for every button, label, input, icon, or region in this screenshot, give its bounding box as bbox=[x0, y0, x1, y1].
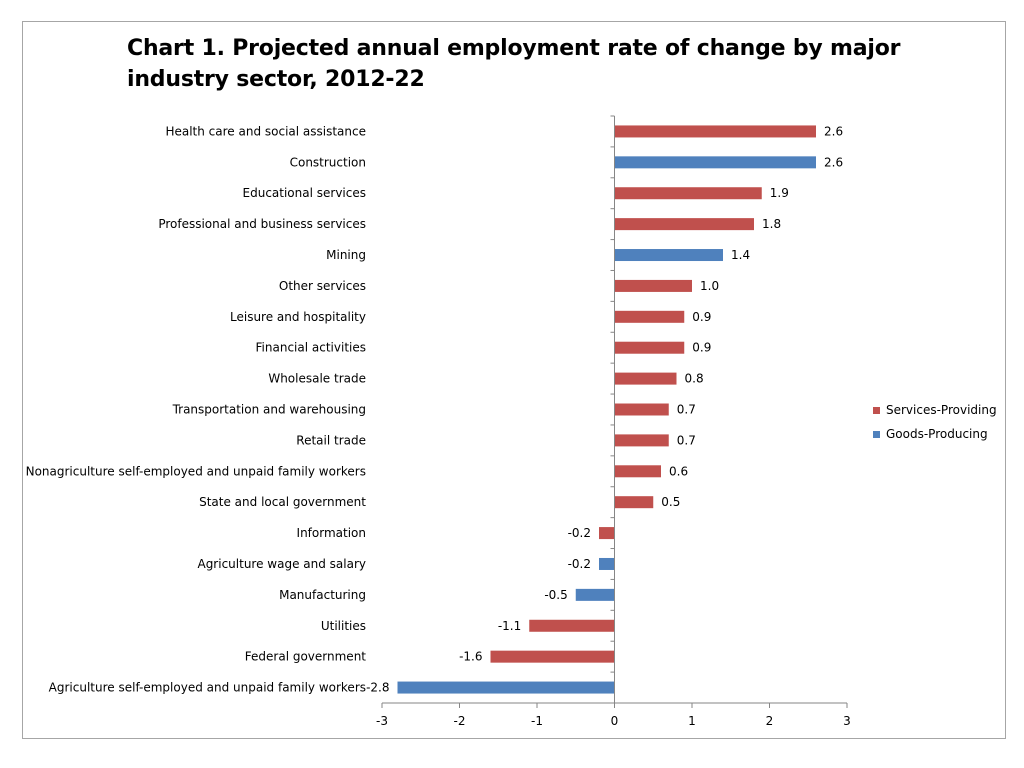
category-label: Health care and social assistance bbox=[165, 124, 366, 138]
category-label: Construction bbox=[290, 155, 366, 169]
data-label: 0.9 bbox=[692, 341, 711, 355]
chart-legend: Services-Providing Goods-Producing bbox=[873, 398, 997, 446]
data-label: 2.6 bbox=[824, 124, 843, 138]
data-label: 0.7 bbox=[677, 403, 696, 417]
category-label: Professional and business services bbox=[158, 217, 366, 231]
legend-swatch-services bbox=[873, 406, 880, 414]
bar bbox=[614, 434, 669, 447]
bar bbox=[614, 218, 754, 231]
x-tick-label: 0 bbox=[611, 714, 619, 728]
data-label: 0.9 bbox=[692, 310, 711, 324]
x-tick-label: -1 bbox=[531, 714, 543, 728]
legend-item-goods: Goods-Producing bbox=[873, 422, 997, 446]
data-label: -2.8 bbox=[366, 681, 389, 695]
x-tick-label: -3 bbox=[376, 714, 388, 728]
data-label: 1.9 bbox=[770, 186, 789, 200]
bar bbox=[614, 156, 816, 169]
data-label: 2.6 bbox=[824, 155, 843, 169]
category-label: State and local government bbox=[199, 495, 366, 509]
x-tick-label: 1 bbox=[688, 714, 696, 728]
data-label: 1.4 bbox=[731, 248, 750, 262]
category-label: Financial activities bbox=[256, 341, 366, 355]
data-label: 0.7 bbox=[677, 433, 696, 447]
x-tick-label: 2 bbox=[766, 714, 774, 728]
legend-label-goods: Goods-Producing bbox=[886, 427, 988, 441]
bar bbox=[614, 125, 816, 138]
data-label: 1.0 bbox=[700, 279, 719, 293]
bar bbox=[614, 465, 661, 478]
bar bbox=[614, 372, 677, 385]
bar bbox=[397, 681, 615, 694]
data-label: 0.6 bbox=[669, 464, 688, 478]
category-label: Retail trade bbox=[296, 433, 366, 447]
bar bbox=[614, 249, 723, 262]
data-label: 0.5 bbox=[661, 495, 680, 509]
bar bbox=[529, 619, 615, 632]
category-label: Agriculture wage and salary bbox=[197, 557, 366, 571]
category-label: Federal government bbox=[245, 650, 367, 664]
category-label: Leisure and hospitality bbox=[230, 310, 366, 324]
legend-swatch-goods bbox=[873, 430, 880, 438]
category-label: Mining bbox=[326, 248, 366, 262]
chart-title: Chart 1. Projected annual employment rat… bbox=[127, 36, 901, 92]
bar bbox=[490, 650, 615, 663]
bar bbox=[599, 527, 615, 540]
category-label: Utilities bbox=[321, 619, 366, 633]
bar bbox=[614, 279, 692, 292]
data-label: 1.8 bbox=[762, 217, 781, 231]
category-label: Nonagriculture self-employed and unpaid … bbox=[26, 464, 366, 478]
bar bbox=[575, 588, 615, 601]
bar bbox=[614, 496, 654, 509]
bar bbox=[614, 403, 669, 416]
category-label: Wholesale trade bbox=[268, 372, 366, 386]
bar bbox=[599, 557, 615, 570]
x-tick-label: 3 bbox=[843, 714, 851, 728]
category-label: Agriculture self-employed and unpaid fam… bbox=[49, 681, 366, 695]
category-label: Transportation and warehousing bbox=[172, 403, 366, 417]
chart-frame bbox=[22, 21, 1006, 739]
bar bbox=[614, 187, 762, 200]
data-label: 0.8 bbox=[685, 372, 704, 386]
data-label: -0.2 bbox=[568, 526, 591, 540]
legend-label-services: Services-Providing bbox=[886, 403, 997, 417]
data-label: -0.5 bbox=[544, 588, 567, 602]
x-tick-label: -2 bbox=[454, 714, 466, 728]
data-label: -1.1 bbox=[498, 619, 521, 633]
data-label: -1.6 bbox=[459, 650, 482, 664]
category-label: Educational services bbox=[243, 186, 366, 200]
category-label: Other services bbox=[279, 279, 366, 293]
data-label: -0.2 bbox=[568, 557, 591, 571]
category-label: Manufacturing bbox=[279, 588, 366, 602]
bar bbox=[614, 310, 685, 323]
bar bbox=[614, 341, 685, 354]
legend-item-services: Services-Providing bbox=[873, 398, 997, 422]
category-label: Information bbox=[297, 526, 366, 540]
